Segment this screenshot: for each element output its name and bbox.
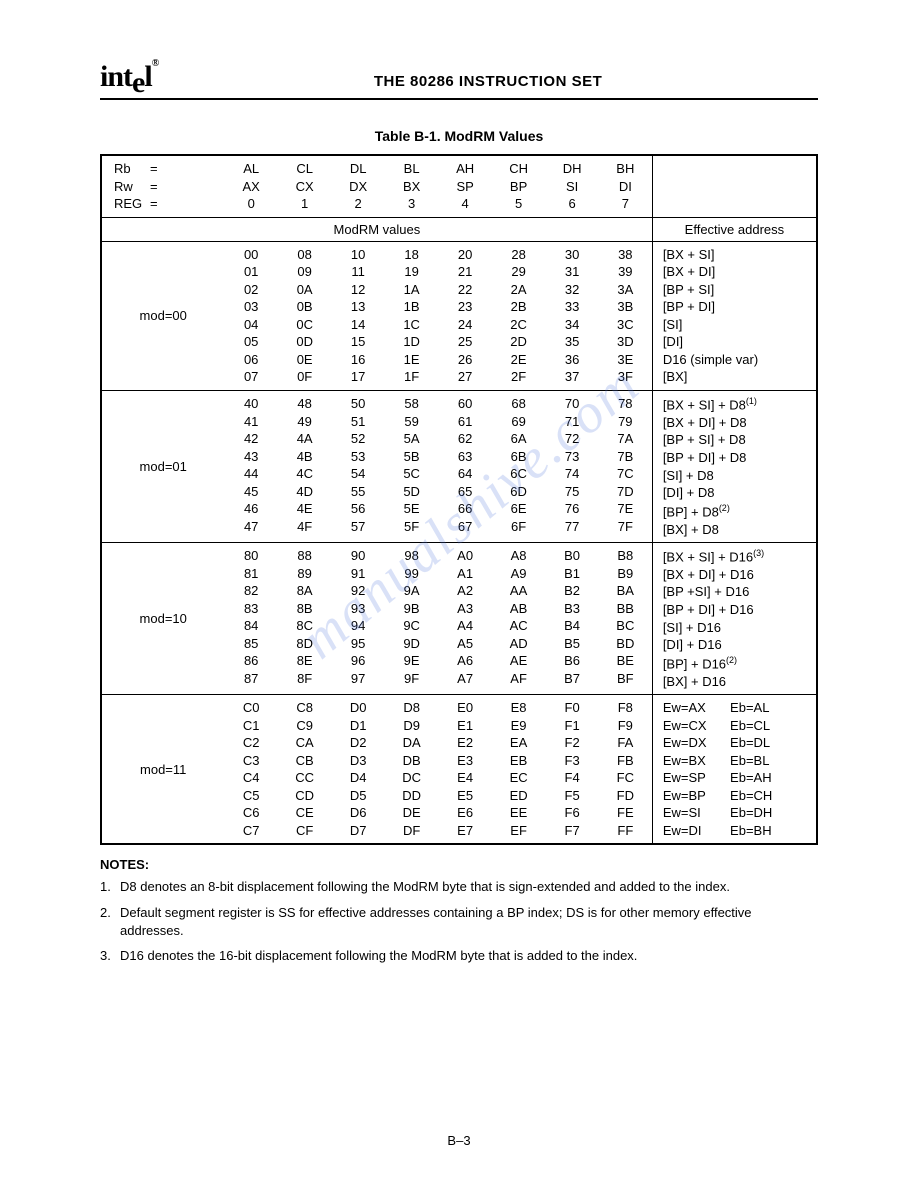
modrm-table: Rb=Rw=REG= ALAX0 CLCX1 DLDX2 BLBX3 AHSP4… bbox=[100, 154, 818, 845]
value-col: A0A1A2A3A4A5A6A7 bbox=[438, 543, 491, 695]
value-col: 3031323334353637 bbox=[545, 241, 598, 390]
value-col: 38393A3B3C3D3E3F bbox=[599, 241, 652, 390]
notes-block: NOTES: 1.D8 denotes an 8-bit displacemen… bbox=[100, 857, 818, 964]
note-item: 3.D16 denotes the 16-bit displacement fo… bbox=[100, 947, 818, 965]
header-col-5: CHBP5 bbox=[492, 155, 545, 217]
notes-title: NOTES: bbox=[100, 857, 818, 872]
value-col: 9091929394959697 bbox=[331, 543, 384, 695]
value-col: F8F9FAFBFCFDFEFF bbox=[599, 695, 652, 845]
intel-logo: intel® bbox=[100, 60, 158, 94]
header-row: Rb=Rw=REG= ALAX0 CLCX1 DLDX2 BLBX3 AHSP4… bbox=[101, 155, 817, 217]
page-header: intel® THE 80286 INSTRUCTION SET bbox=[100, 60, 818, 100]
page: manualshive.com intel® THE 80286 INSTRUC… bbox=[0, 0, 918, 1188]
effective-address-col: [BX + SI] + D16(3)[BX + DI] + D16[BP +SI… bbox=[652, 543, 817, 695]
value-col: 48494A4B4C4D4E4F bbox=[278, 391, 331, 543]
header-col-6: DHSI6 bbox=[545, 155, 598, 217]
value-col: C8C9CACBCCCDCECF bbox=[278, 695, 331, 845]
group-row-mod-10: mod=10808182838485868788898A8B8C8D8E8F90… bbox=[101, 543, 817, 695]
value-col: 7071727374757677 bbox=[545, 391, 598, 543]
value-col: B8B9BABBBCBDBEBF bbox=[599, 543, 652, 695]
value-col: 68696A6B6C6D6E6F bbox=[492, 391, 545, 543]
header-col-1: CLCX1 bbox=[278, 155, 331, 217]
value-col: 88898A8B8C8D8E8F bbox=[278, 543, 331, 695]
doc-title: THE 80286 INSTRUCTION SET bbox=[158, 73, 818, 90]
value-col: 28292A2B2C2D2E2F bbox=[492, 241, 545, 390]
value-col: D8D9DADBDCDDDEDF bbox=[385, 695, 438, 845]
page-number: B–3 bbox=[0, 1133, 918, 1148]
value-col: E8E9EAEBECEDEEEF bbox=[492, 695, 545, 845]
mod-label: mod=11 bbox=[101, 695, 224, 845]
value-col: F0F1F2F3F4F5F6F7 bbox=[545, 695, 598, 845]
note-item: 1.D8 denotes an 8-bit displacement follo… bbox=[100, 878, 818, 896]
note-item: 2.Default segment register is SS for eff… bbox=[100, 904, 818, 939]
header-row-labels: Rb=Rw=REG= bbox=[101, 155, 224, 217]
group-row-mod-11: mod=11C0C1C2C3C4C5C6C7C8C9CACBCCCDCECFD0… bbox=[101, 695, 817, 845]
value-col: E0E1E2E3E4E5E6E7 bbox=[438, 695, 491, 845]
table-caption: Table B-1. ModRM Values bbox=[100, 128, 818, 144]
header-right-empty bbox=[652, 155, 817, 217]
section-title-left: ModRM values bbox=[101, 217, 652, 241]
value-col: 18191A1B1C1D1E1F bbox=[385, 241, 438, 390]
value-col: 08090A0B0C0D0E0F bbox=[278, 241, 331, 390]
value-col: 6061626364656667 bbox=[438, 391, 491, 543]
mod-label: mod=01 bbox=[101, 391, 224, 543]
value-col: 8081828384858687 bbox=[224, 543, 277, 695]
value-col: D0D1D2D3D4D5D6D7 bbox=[331, 695, 384, 845]
value-col: 78797A7B7C7D7E7F bbox=[599, 391, 652, 543]
section-title-row: ModRM values Effective address bbox=[101, 217, 817, 241]
value-col: 1011121314151617 bbox=[331, 241, 384, 390]
header-col-0: ALAX0 bbox=[224, 155, 277, 217]
mod-label: mod=00 bbox=[101, 241, 224, 390]
header-col-3: BLBX3 bbox=[385, 155, 438, 217]
group-row-mod-00: mod=00000102030405060708090A0B0C0D0E0F10… bbox=[101, 241, 817, 390]
value-col: B0B1B2B3B4B5B6B7 bbox=[545, 543, 598, 695]
value-col: C0C1C2C3C4C5C6C7 bbox=[224, 695, 277, 845]
section-title-right: Effective address bbox=[652, 217, 817, 241]
effective-address-col: Ew=AX Eb=ALEw=CX Eb=CLEw=DX Eb=DLEw=BX E… bbox=[652, 695, 817, 845]
value-col: 4041424344454647 bbox=[224, 391, 277, 543]
value-col: 0001020304050607 bbox=[224, 241, 277, 390]
value-col: 98999A9B9C9D9E9F bbox=[385, 543, 438, 695]
effective-address-col: [BX + SI] + D8(1)[BX + DI] + D8[BP + SI]… bbox=[652, 391, 817, 543]
group-row-mod-01: mod=01404142434445464748494A4B4C4D4E4F50… bbox=[101, 391, 817, 543]
value-col: 58595A5B5C5D5E5F bbox=[385, 391, 438, 543]
header-col-7: BHDI7 bbox=[599, 155, 652, 217]
value-col: 5051525354555657 bbox=[331, 391, 384, 543]
value-col: A8A9AAABACADAEAF bbox=[492, 543, 545, 695]
header-col-2: DLDX2 bbox=[331, 155, 384, 217]
value-col: 2021222324252627 bbox=[438, 241, 491, 390]
mod-label: mod=10 bbox=[101, 543, 224, 695]
header-col-4: AHSP4 bbox=[438, 155, 491, 217]
effective-address-col: [BX + SI][BX + DI][BP + SI][BP + DI][SI]… bbox=[652, 241, 817, 390]
